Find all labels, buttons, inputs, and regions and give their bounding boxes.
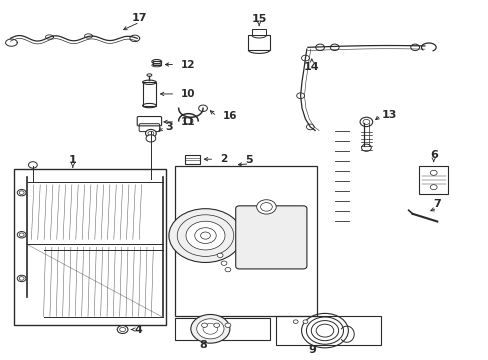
Bar [175,166,316,316]
Circle shape [213,323,219,327]
Circle shape [168,209,242,262]
Text: 3: 3 [164,122,172,132]
Text: 14: 14 [304,62,319,72]
Circle shape [296,93,304,99]
Circle shape [293,320,298,323]
Circle shape [145,130,156,137]
Circle shape [361,144,370,151]
Circle shape [256,200,276,214]
Circle shape [224,323,230,327]
Text: 11: 11 [181,117,195,127]
Text: 13: 13 [381,111,397,121]
Circle shape [306,124,314,130]
Circle shape [217,253,223,257]
Circle shape [190,315,229,343]
Text: 9: 9 [308,345,316,355]
Bar [153,61,160,65]
Text: 1: 1 [69,155,77,165]
Circle shape [224,267,230,272]
Circle shape [410,44,419,50]
Text: 4: 4 [135,325,142,334]
Circle shape [17,275,26,282]
Circle shape [117,325,128,333]
Circle shape [17,189,26,196]
Circle shape [200,232,210,239]
Text: 16: 16 [222,111,237,121]
Circle shape [315,44,324,50]
Bar [184,155,199,163]
Text: 8: 8 [199,340,206,350]
Text: 17: 17 [132,13,147,23]
Text: 5: 5 [245,155,253,165]
Circle shape [221,261,226,265]
Circle shape [17,231,26,238]
Bar [175,318,270,339]
Text: 6: 6 [429,150,437,160]
Text: 15: 15 [251,14,266,24]
Circle shape [28,162,37,168]
Text: 2: 2 [220,154,227,164]
Bar [184,158,199,160]
Text: 12: 12 [181,59,195,69]
Circle shape [196,319,224,339]
Text: 10: 10 [181,89,195,99]
Circle shape [185,221,224,250]
Circle shape [301,55,309,61]
Bar [14,169,165,325]
Circle shape [183,118,192,124]
Bar [142,82,156,105]
Circle shape [303,320,307,323]
Circle shape [146,135,156,142]
Text: 7: 7 [432,199,440,210]
Bar [418,166,447,194]
Circle shape [330,44,338,50]
Circle shape [201,323,207,327]
Circle shape [359,117,372,127]
Bar [248,35,269,50]
Bar [251,29,266,35]
Circle shape [198,105,207,112]
FancyBboxPatch shape [235,206,306,269]
Bar [276,316,380,345]
